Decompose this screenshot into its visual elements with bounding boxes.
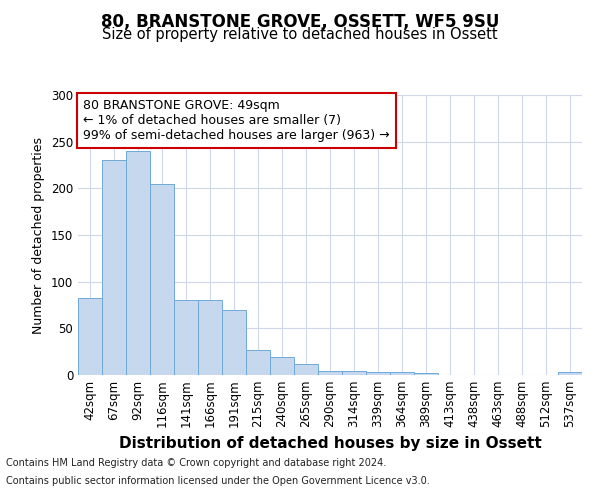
Bar <box>342 372 366 375</box>
Text: 80 BRANSTONE GROVE: 49sqm
← 1% of detached houses are smaller (7)
99% of semi-de: 80 BRANSTONE GROVE: 49sqm ← 1% of detach… <box>83 99 389 142</box>
Y-axis label: Number of detached properties: Number of detached properties <box>32 136 46 334</box>
Bar <box>102 160 126 375</box>
Bar <box>558 372 582 375</box>
Bar <box>390 372 414 375</box>
Text: Size of property relative to detached houses in Ossett: Size of property relative to detached ho… <box>102 28 498 42</box>
Bar <box>270 358 294 375</box>
Bar <box>318 372 342 375</box>
Text: Contains public sector information licensed under the Open Government Licence v3: Contains public sector information licen… <box>6 476 430 486</box>
Bar <box>246 350 270 375</box>
Bar <box>150 184 174 375</box>
Bar <box>78 298 102 375</box>
Bar <box>294 364 318 375</box>
Bar <box>174 300 198 375</box>
Text: Contains HM Land Registry data © Crown copyright and database right 2024.: Contains HM Land Registry data © Crown c… <box>6 458 386 468</box>
Bar <box>126 151 150 375</box>
X-axis label: Distribution of detached houses by size in Ossett: Distribution of detached houses by size … <box>119 436 541 451</box>
Text: 80, BRANSTONE GROVE, OSSETT, WF5 9SU: 80, BRANSTONE GROVE, OSSETT, WF5 9SU <box>101 12 499 30</box>
Bar <box>414 373 438 375</box>
Bar <box>198 300 222 375</box>
Bar <box>366 372 390 375</box>
Bar <box>222 310 246 375</box>
